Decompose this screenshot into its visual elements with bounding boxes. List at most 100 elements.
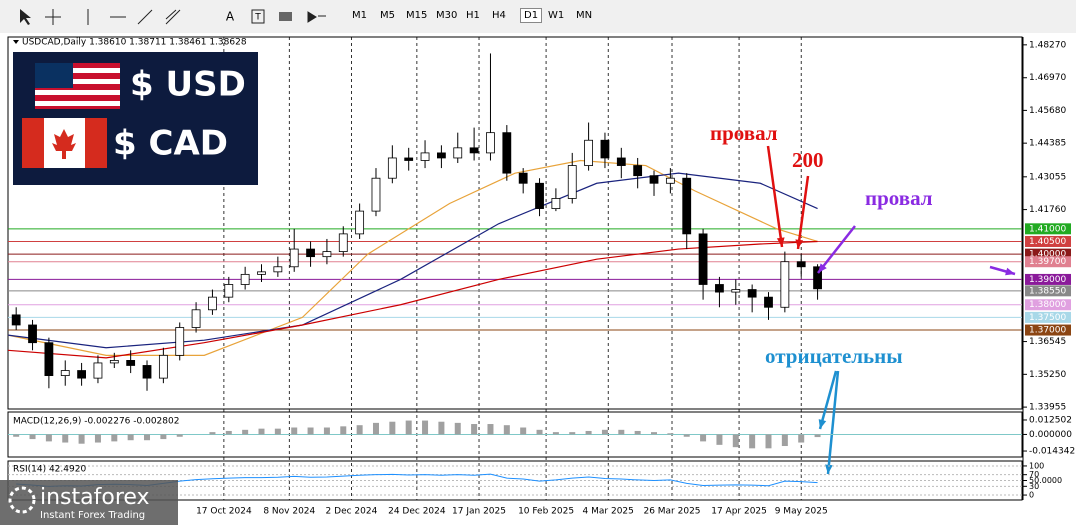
banner: $ USD $ CAD	[13, 52, 258, 185]
arrow-head	[818, 263, 827, 273]
level-label: 1.37000	[1029, 326, 1066, 336]
arrow-head	[1005, 267, 1015, 276]
level-box	[1025, 235, 1071, 247]
candle-body	[780, 261, 790, 308]
candle-body	[633, 165, 643, 177]
rsi-title: RSI(14) 42.4920	[13, 465, 86, 475]
chart-title: USDCAD,Daily 1.38610 1.38711 1.38461 1.3…	[22, 38, 247, 48]
annotation: 200	[792, 148, 824, 172]
y-tick-label: 1.35250	[1029, 370, 1066, 380]
x-tick-label: 2 Dec 2024	[326, 507, 378, 517]
timeframe-button[interactable]: H1	[466, 10, 480, 21]
candle-body	[240, 273, 250, 285]
x-tick-label: 8 Nov 2024	[263, 507, 315, 517]
y-tick-label: 1.36545	[1029, 337, 1066, 347]
candle-body	[191, 309, 201, 328]
x-tick-label: 4 Mar 2025	[583, 507, 634, 517]
x-tick-label: 17 Oct 2024	[196, 507, 252, 517]
x-tick-label: 9 May 2025	[775, 507, 828, 517]
level-box	[1025, 299, 1071, 311]
candle-body	[355, 210, 365, 235]
timeframe-button[interactable]: M5	[380, 10, 395, 21]
candle-body	[11, 314, 21, 326]
y-tick-label: 0	[1029, 491, 1034, 500]
macd-bar	[454, 422, 461, 435]
candle-body	[682, 177, 692, 235]
candle-body	[715, 284, 724, 293]
macd-bar	[323, 427, 330, 435]
macd-bar	[716, 434, 723, 445]
macd-bar	[45, 434, 52, 442]
logo-icon	[8, 486, 36, 514]
timeframe-button[interactable]: M15	[406, 10, 428, 21]
moving-average	[7, 159, 818, 356]
candle-body	[175, 327, 185, 356]
macd-bar	[160, 434, 167, 440]
macd-bar	[487, 424, 494, 435]
candle-body	[486, 132, 495, 154]
candle-body	[616, 157, 626, 166]
level-label: 1.41000	[1029, 224, 1066, 234]
macd-bar	[372, 422, 379, 435]
timeframe-button[interactable]: W1	[548, 10, 565, 21]
candle-body	[289, 248, 299, 268]
svg-text:T: T	[254, 13, 261, 23]
moving-average	[7, 172, 818, 349]
candle-body	[584, 139, 593, 166]
level-label: 1.39000	[1029, 275, 1066, 285]
macd-bar	[127, 434, 134, 441]
candle-body	[437, 152, 446, 159]
x-tick-label: 24 Dec 2024	[388, 507, 446, 517]
macd-bar	[274, 428, 281, 435]
candle-body	[142, 365, 152, 379]
candle-body	[109, 360, 119, 364]
candle-body	[404, 157, 414, 161]
candle-body	[257, 271, 266, 275]
macd-bar	[405, 420, 412, 435]
candle-body	[273, 266, 283, 273]
macd-bar	[651, 432, 658, 435]
candle-body	[698, 233, 708, 285]
macd-bar	[356, 425, 363, 435]
macd-bar	[814, 434, 821, 438]
level-box	[1025, 273, 1071, 285]
timeframe-button[interactable]: H4	[492, 10, 506, 21]
y-tick-label: 0.012502	[1029, 415, 1072, 425]
y-tick-label: 30	[1029, 482, 1039, 491]
candle-body	[649, 175, 659, 184]
level-box	[1025, 285, 1071, 297]
logo-name: instaforex	[40, 485, 150, 510]
level-box	[1025, 256, 1071, 268]
level-label: 1.40000	[1029, 250, 1066, 260]
macd-bar	[62, 434, 69, 443]
macd-bar	[422, 420, 429, 435]
level-box	[1025, 248, 1071, 260]
level-label: 1.38550	[1029, 286, 1066, 296]
y-tick-label: 1.33955	[1029, 403, 1066, 413]
macd-bar	[307, 427, 314, 435]
y-tick-label: 1.48270	[1029, 40, 1066, 50]
candle-body	[126, 360, 136, 366]
ca-flag-left	[22, 118, 44, 168]
candle-body	[502, 132, 512, 174]
timeframe-button[interactable]: MN	[576, 10, 593, 21]
macd-bar	[585, 430, 592, 435]
macd-bar	[78, 434, 85, 444]
x-tick-label: 17 Jan 2025	[452, 507, 506, 517]
macd-bar	[520, 427, 527, 435]
macd-bar	[536, 429, 543, 435]
candle-body	[747, 289, 757, 298]
macd-bar	[781, 434, 788, 447]
macd-bar	[471, 424, 478, 435]
timeframe-button[interactable]: D1	[520, 8, 543, 23]
timeframe-button[interactable]: M30	[436, 10, 458, 21]
macd-bar	[552, 432, 559, 435]
logo-bg	[0, 480, 178, 525]
annotation: отрицательны	[765, 344, 903, 368]
timeframe-button[interactable]: M1	[352, 10, 367, 21]
level-box	[1025, 324, 1071, 336]
arrow-head	[776, 237, 785, 247]
candle-body	[796, 261, 806, 268]
moving-average	[7, 240, 818, 359]
